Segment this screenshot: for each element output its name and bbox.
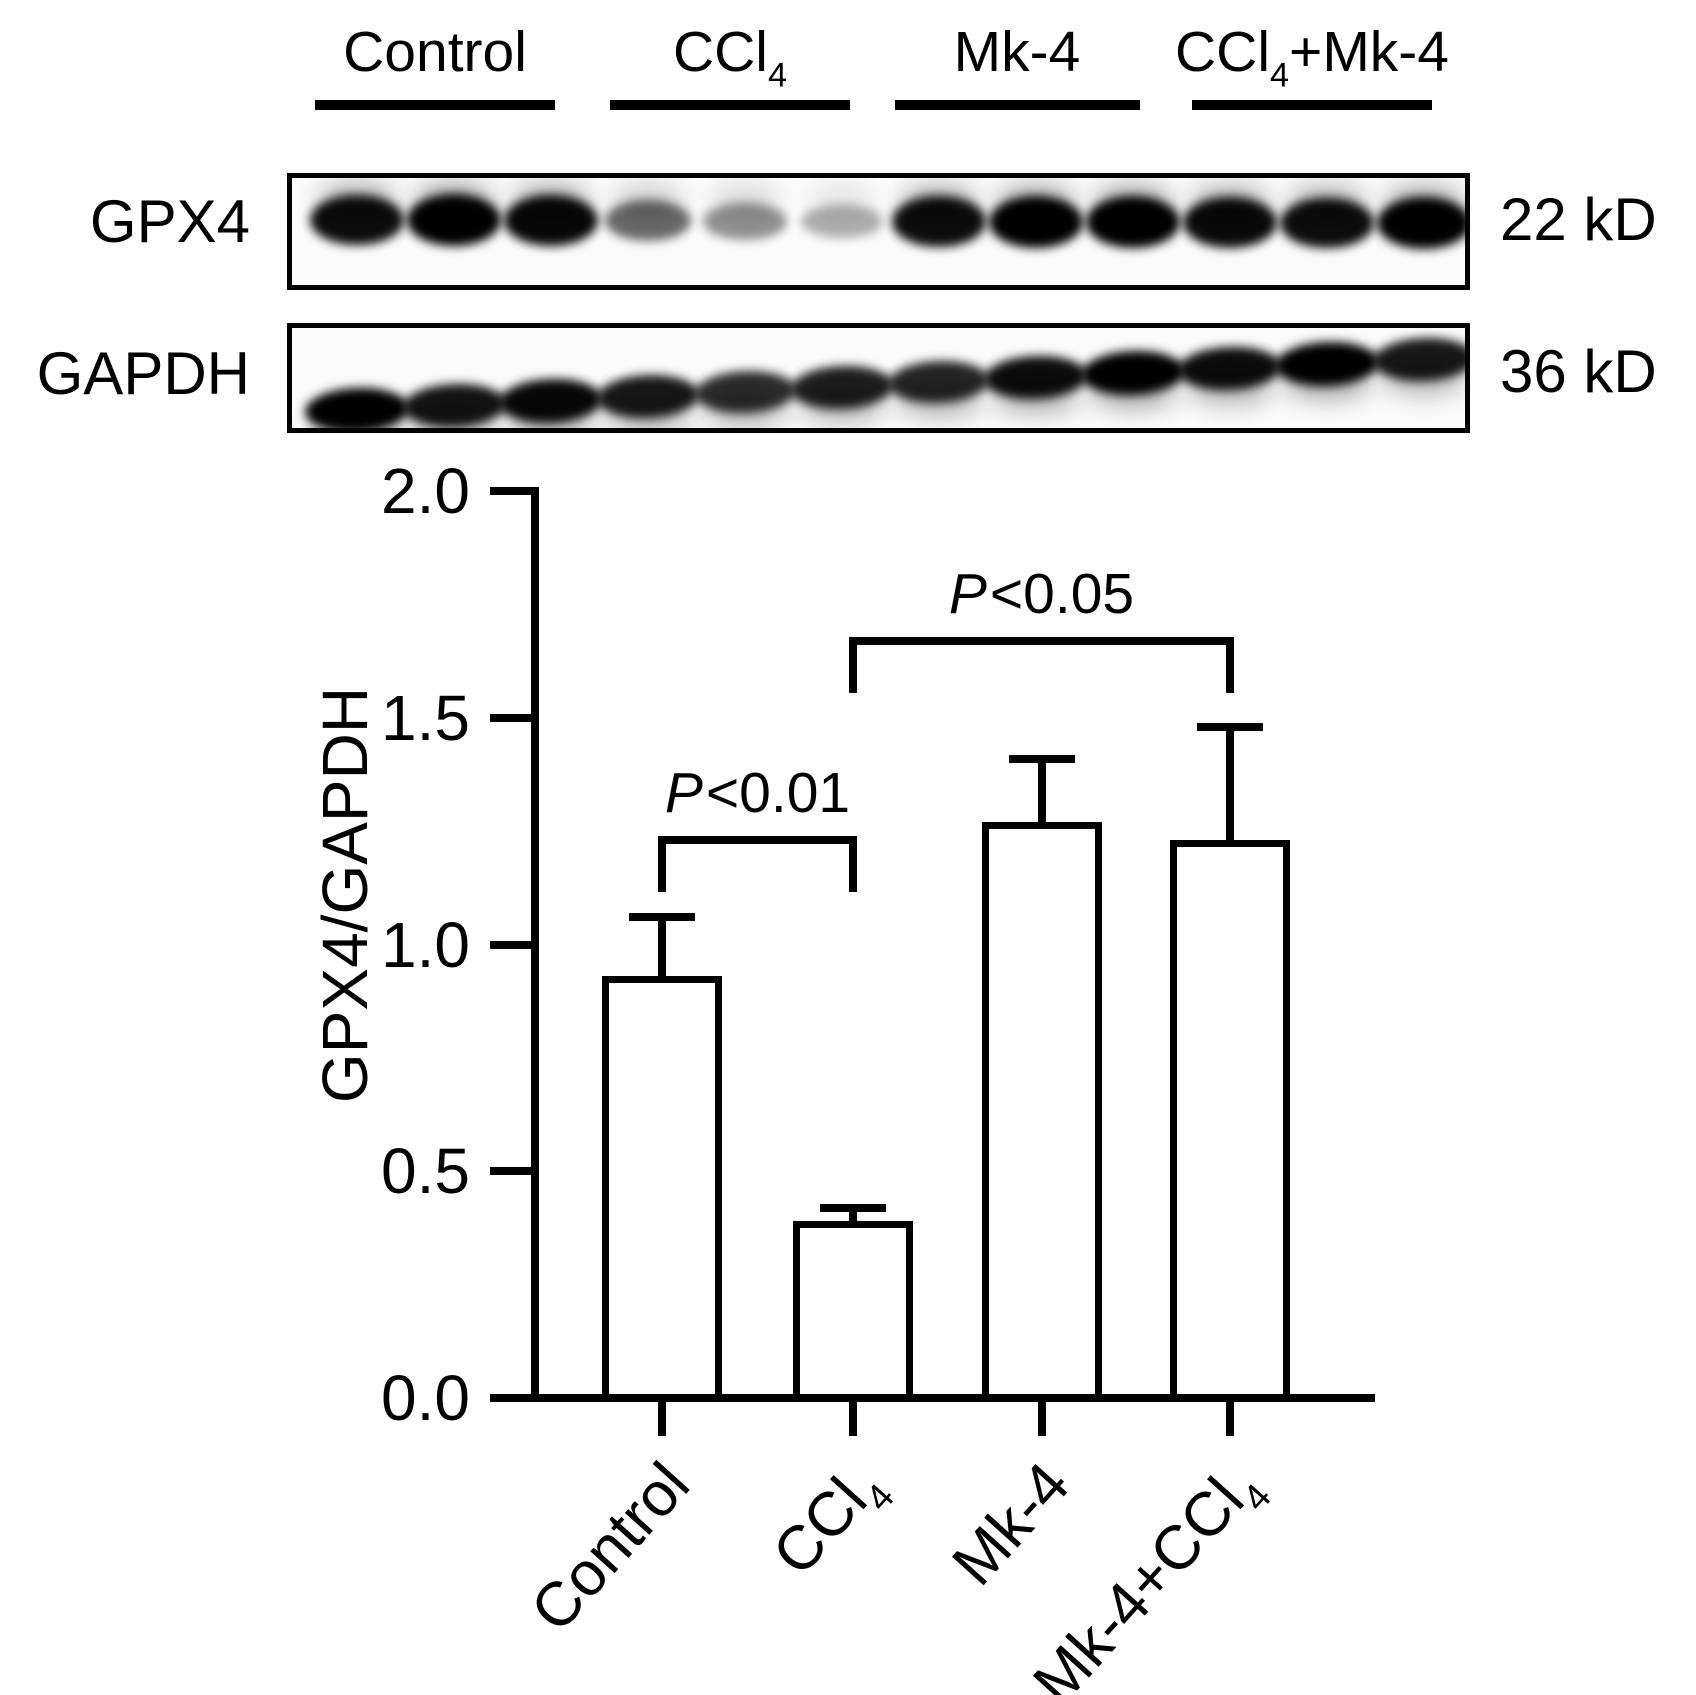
gapdh-blot-image (287, 323, 1470, 433)
sig-bracket-leg (1226, 637, 1234, 693)
bar-ccl4 (793, 1221, 913, 1401)
y-tick (490, 487, 535, 495)
group-underline-mk4 (895, 100, 1140, 110)
gpx4-band (407, 194, 501, 247)
group-underline-control (315, 100, 555, 110)
x-tick (1038, 1402, 1046, 1436)
sig-label-005: P<0.05 (948, 562, 1135, 626)
x-tick (1226, 1402, 1234, 1436)
group-label-control: Control (343, 20, 527, 84)
gpx4-blot-image (287, 173, 1470, 290)
sig-label-001: P<0.01 (664, 761, 851, 825)
x-tick (658, 1402, 666, 1436)
gpx4-band (1086, 196, 1180, 249)
y-tick (490, 941, 535, 949)
gpx4-band (504, 194, 598, 247)
gapdh-mw-label: 36 kD (1500, 338, 1657, 405)
error-bar-line (849, 1208, 857, 1225)
group-underline-ccl4-mk4 (1192, 100, 1432, 110)
gpx4-band-smear (807, 183, 877, 218)
bar-mk-4+ccl4 (1170, 840, 1290, 1401)
gpx4-band (801, 204, 883, 239)
gpx4-row-label: GPX4 (89, 188, 250, 255)
gpx4-band (989, 196, 1083, 249)
error-bar-cap (629, 913, 695, 921)
group-underline-ccl4 (610, 100, 850, 110)
y-axis-line (531, 487, 539, 1402)
gapdh-row-label: GAPDH (36, 340, 250, 407)
sig-bracket-leg (849, 637, 857, 693)
gpx4-band (1183, 197, 1277, 249)
error-bar-line (1038, 759, 1046, 826)
group-label-ccl4: CCl4 (672, 20, 787, 95)
y-axis-title: GPX4/GAPDH (309, 686, 381, 1104)
y-tick-label: 0.5 (381, 1135, 470, 1207)
error-bar-cap (820, 1204, 886, 1212)
gpx4-mw-label: 22 kD (1500, 186, 1657, 253)
y-tick (490, 1394, 535, 1402)
y-tick-label: 1.0 (381, 909, 470, 981)
gpx4-band (703, 202, 787, 240)
sig-bracket-leg (658, 836, 666, 892)
sig-bracket-bar (658, 836, 857, 844)
bar-control (602, 976, 722, 1401)
gpx4-band (892, 196, 986, 248)
error-bar-cap (1009, 755, 1075, 763)
x-tick-label-mk-4: Mk-4 (939, 1449, 1084, 1599)
y-tick-label: 0.0 (381, 1362, 470, 1434)
gpx4-band (604, 200, 692, 242)
group-label-ccl4-mk4: CCl4+Mk-4 (1175, 20, 1449, 95)
bar-mk-4 (982, 822, 1102, 1401)
group-label-mk4: Mk-4 (953, 20, 1081, 84)
gpx4-band (1280, 197, 1374, 249)
gpx4-band-smear (709, 183, 781, 218)
x-tick (849, 1402, 857, 1436)
x-tick-label-control: Control (518, 1449, 704, 1645)
error-bar-line (658, 917, 666, 980)
y-tick-label: 2.0 (381, 455, 470, 527)
y-tick (490, 714, 535, 722)
error-bar-line (1226, 727, 1234, 844)
x-tick-label-ccl4: CCl4 (759, 1465, 903, 1589)
error-bar-cap (1197, 723, 1263, 731)
y-tick (490, 1167, 535, 1175)
y-tick-label: 1.5 (381, 682, 470, 754)
sig-bracket-bar (849, 637, 1234, 645)
x-axis-line (527, 1394, 1375, 1402)
sig-bracket-leg (849, 836, 857, 892)
gpx4-band (310, 194, 404, 246)
gpx4-band (1377, 197, 1465, 250)
